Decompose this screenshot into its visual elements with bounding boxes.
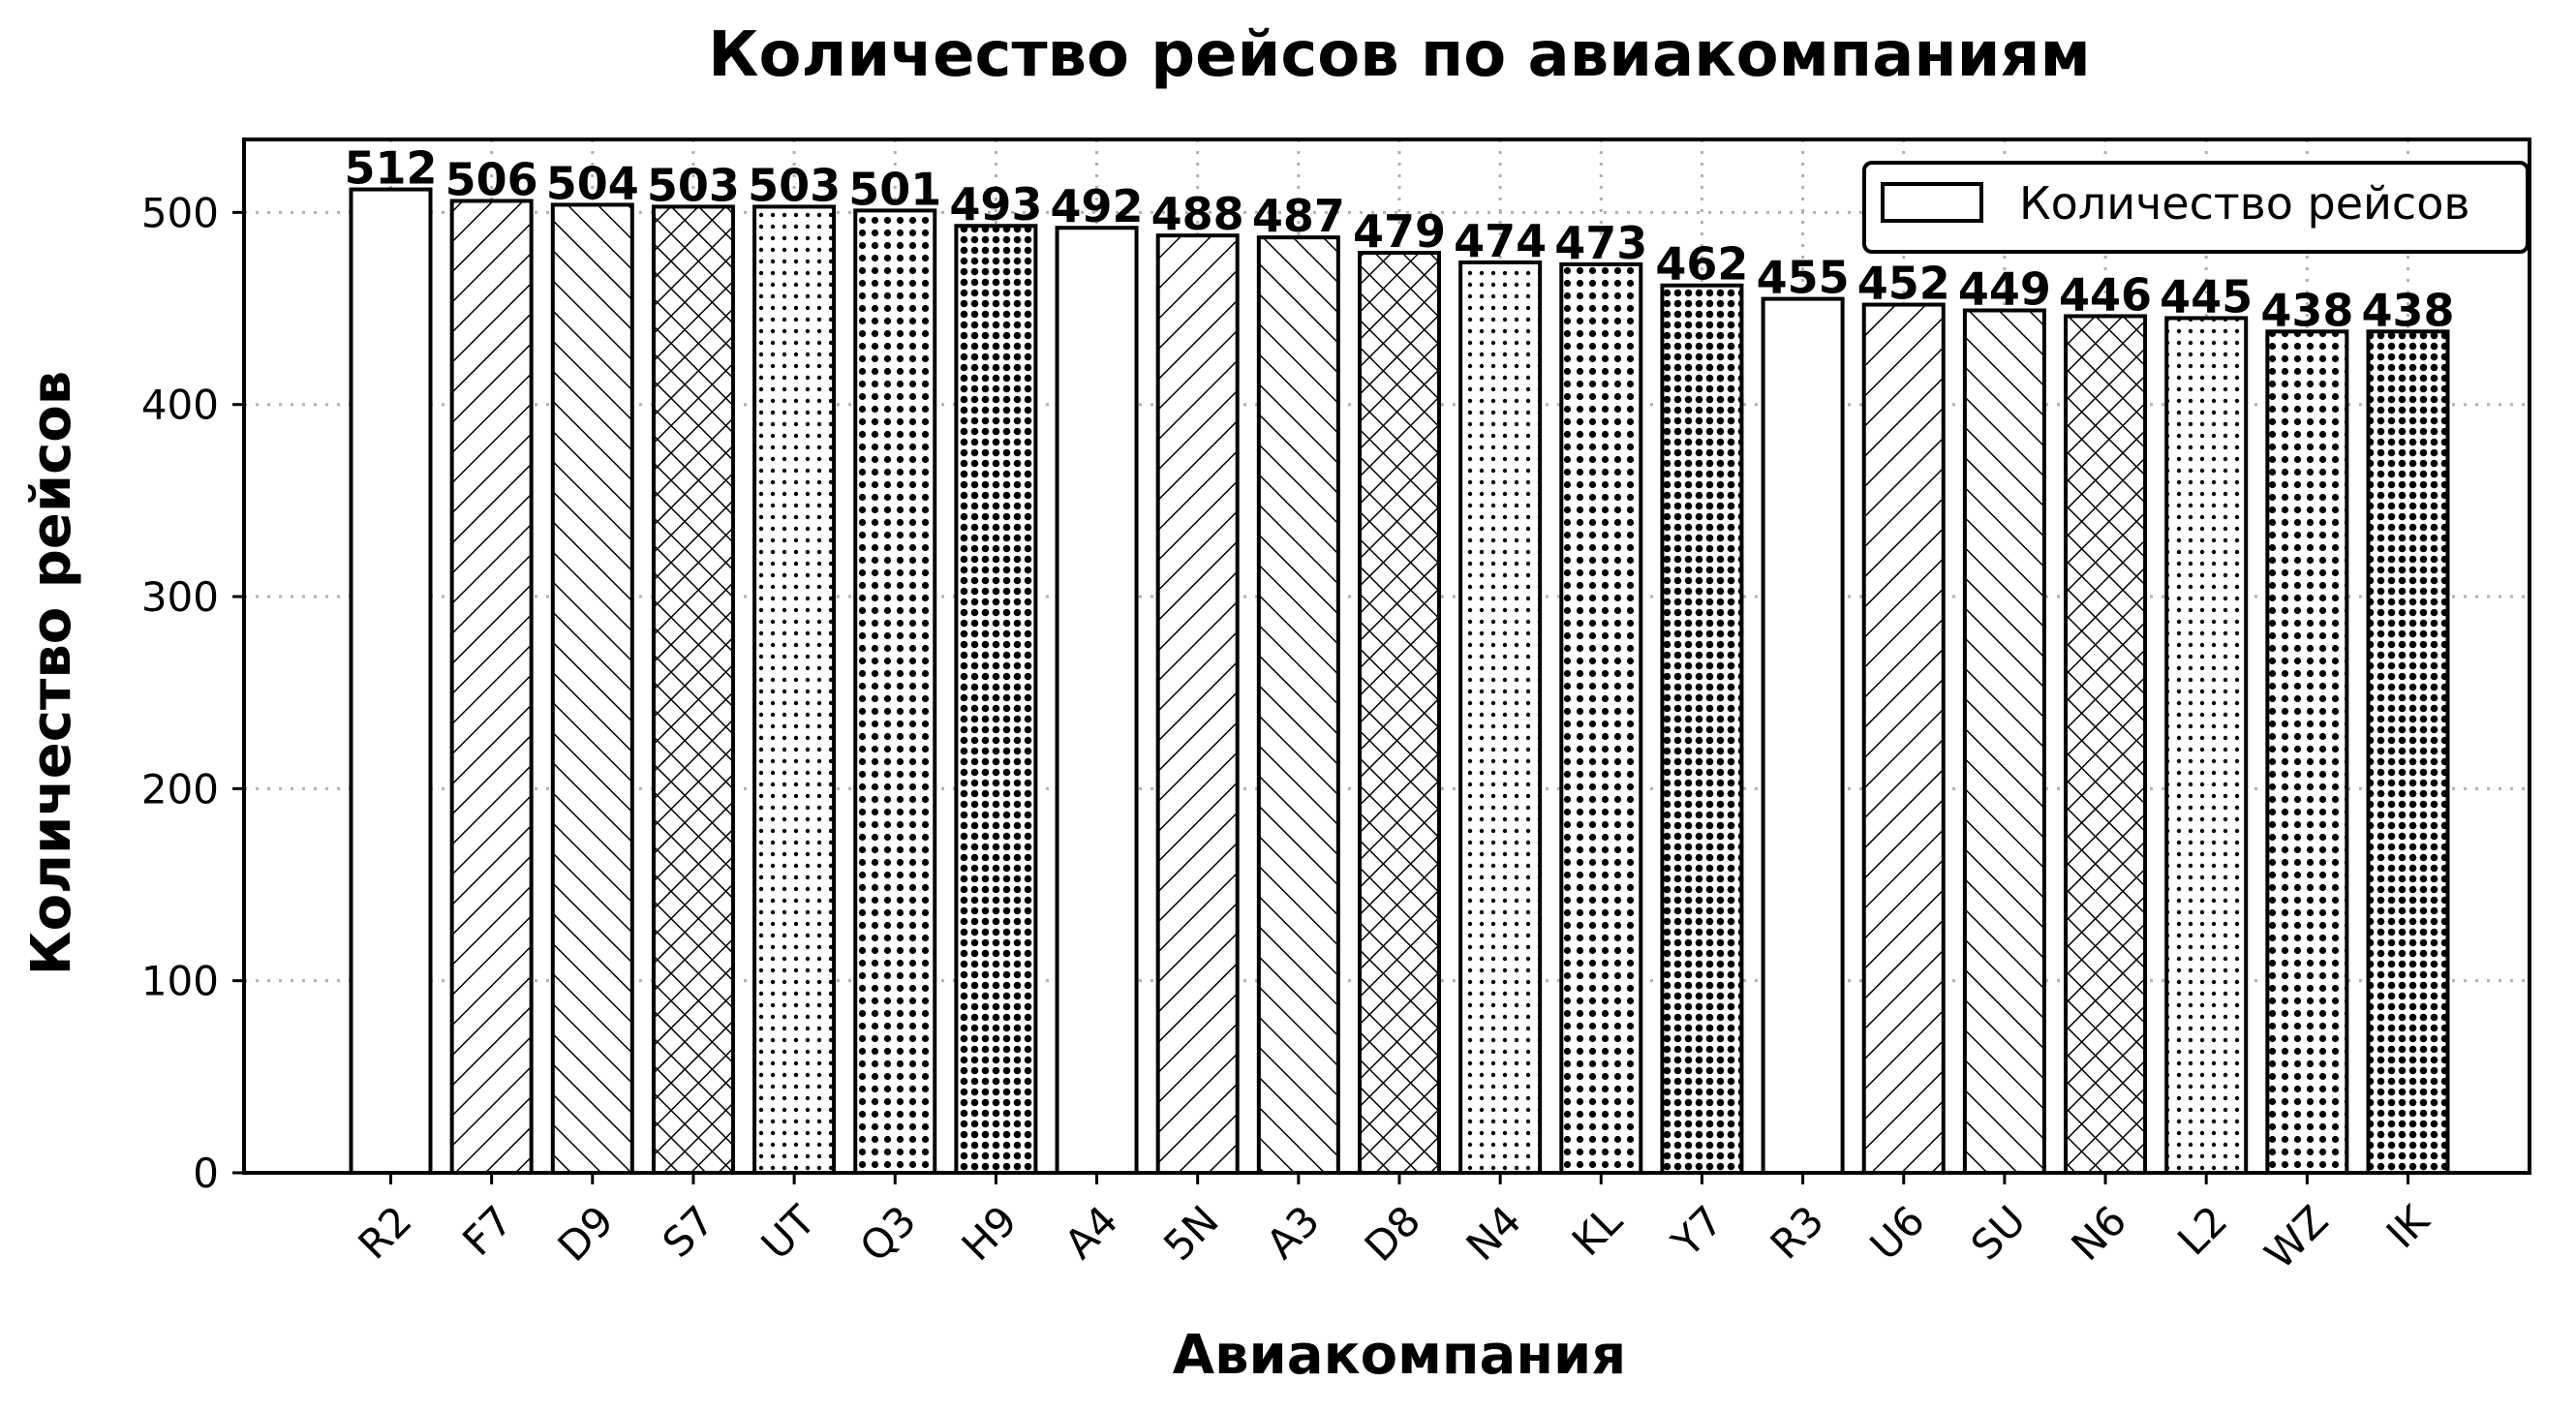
bar-value-label: 512 (344, 142, 437, 195)
bar-hatch (1258, 237, 1338, 1173)
bar-value-label: 452 (1857, 258, 1950, 310)
bar-value-label: 504 (546, 157, 639, 209)
bar-hatch (1561, 263, 1641, 1174)
x-tick-label: IK (2377, 1195, 2439, 1257)
bar-hatch (552, 204, 632, 1174)
x-tick-label: UT (752, 1196, 825, 1269)
x-tick-label: D9 (549, 1196, 623, 1270)
bar-hatch (2368, 331, 2448, 1173)
bar-hatch (2166, 318, 2247, 1174)
bar-background (1057, 228, 1137, 1174)
chart-title: Количество рейсов по авиакомпаниям (708, 19, 2091, 91)
bar-value-label: 506 (445, 153, 538, 205)
bar-value-label: 446 (2059, 268, 2152, 321)
bar-hatch (653, 206, 733, 1174)
x-tick-label: R3 (1762, 1196, 1833, 1268)
x-tick-label: A4 (1056, 1196, 1127, 1268)
x-tick-label: R2 (349, 1196, 420, 1268)
legend-label: Количество рейсов (2019, 177, 2469, 230)
x-tick-label: N6 (2062, 1196, 2135, 1270)
bar-value-label: 493 (949, 178, 1042, 230)
x-tick-label: F7 (453, 1196, 522, 1265)
bar-value-labels: 512 506 504 503 503 501 493 492 488 487 479 474 473 4… (344, 142, 2454, 337)
bar-value-label: 503 (748, 159, 841, 211)
bar-value-label: 474 (1454, 215, 1547, 267)
bar-value-label: 462 (1655, 238, 1748, 291)
bar-hatch (1863, 304, 1944, 1173)
bar-background (351, 189, 431, 1173)
x-tick-label: Q3 (850, 1196, 925, 1271)
y-tick-label: 500 (141, 189, 219, 236)
y-tick-label: 400 (141, 382, 219, 429)
bars (349, 187, 2450, 1176)
bar-hatch (451, 200, 532, 1173)
x-tick-label: N4 (1457, 1196, 1531, 1270)
bar-value-label: 488 (1151, 188, 1244, 240)
bar-hatch (956, 226, 1036, 1174)
x-tick-label: U6 (1861, 1196, 1934, 1269)
x-tick-label: H9 (953, 1196, 1027, 1270)
y-tick-label: 200 (141, 765, 219, 813)
bar-value-label: 479 (1353, 205, 1446, 258)
bar-hatch (1157, 235, 1238, 1173)
bar-value-label: 438 (2260, 284, 2353, 336)
x-tick-label: Y7 (1662, 1196, 1732, 1266)
bar-hatch (1460, 261, 1541, 1173)
y-tick-label: 100 (141, 958, 219, 1005)
legend-box (1862, 161, 2530, 254)
bar-value-label: 455 (1757, 252, 1850, 304)
x-tick-label: WZ (2255, 1196, 2337, 1277)
bar-value-label: 473 (1554, 217, 1647, 269)
x-axis-label: Авиакомпания (1173, 1324, 1626, 1387)
y-tick-label: 0 (193, 1150, 219, 1197)
x-tick-label: SU (1962, 1196, 2035, 1269)
bar-background (1763, 298, 1843, 1173)
x-tick-label: A3 (1257, 1196, 1329, 1268)
bar-value-label: 501 (848, 163, 941, 215)
bar-hatch (1360, 253, 1439, 1173)
bar-value-label: 445 (2160, 270, 2253, 322)
bar-value-label: 449 (1958, 263, 2051, 316)
y-axis-label: Количество рейсов (20, 371, 83, 975)
y-tick-label: 300 (141, 573, 219, 621)
plot-frame (242, 138, 2531, 1175)
bar-hatch (2066, 316, 2146, 1174)
bar-hatch (1964, 310, 2044, 1174)
legend: Количество рейсов (1862, 161, 2530, 254)
bar-hatch (2267, 331, 2347, 1173)
bar-hatch (855, 210, 935, 1173)
x-tick-label: L2 (2168, 1196, 2236, 1264)
bar-value-label: 492 (1051, 180, 1144, 232)
bar-value-label: 503 (647, 159, 740, 211)
x-tick-label: KL (1563, 1196, 1632, 1265)
x-tick-label: S7 (654, 1196, 723, 1266)
bar-hatch (1662, 285, 1742, 1173)
x-tick-label: D8 (1356, 1196, 1429, 1270)
bar-value-label: 487 (1252, 190, 1345, 242)
bar-hatch (754, 206, 835, 1174)
x-tick-label: 5N (1154, 1196, 1228, 1270)
bar-value-label: 438 (2361, 284, 2454, 336)
legend-swatch (1881, 182, 1983, 223)
